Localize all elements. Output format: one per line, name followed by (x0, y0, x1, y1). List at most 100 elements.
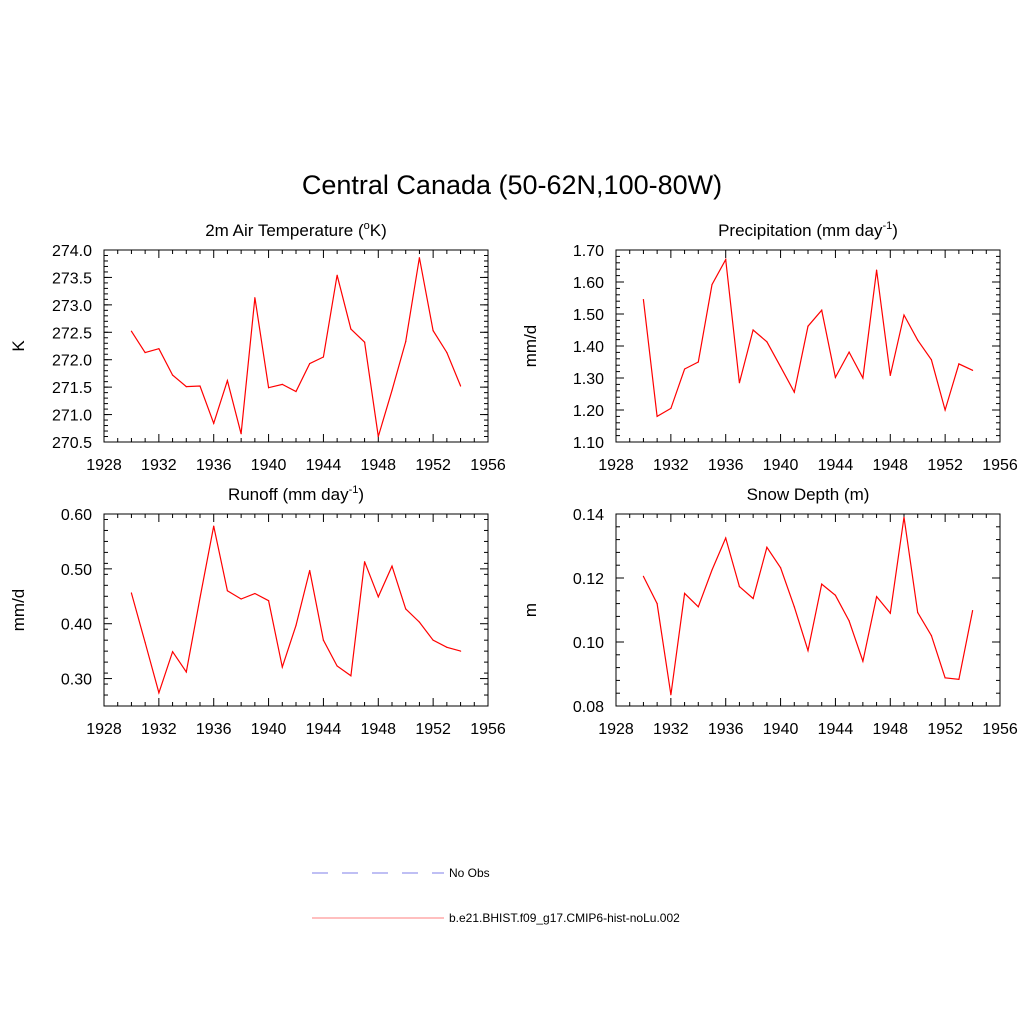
runoff-panel-title-sup: -1 (349, 484, 359, 496)
precipitation-data-point (697, 361, 699, 363)
snow-depth-data-point (930, 635, 933, 637)
snow-depth-data-point (875, 595, 878, 598)
snow-depth-panel-title: Snow Depth (m) (747, 485, 870, 504)
snow-depth-data-point (834, 594, 837, 596)
temperature-data-point (432, 330, 434, 332)
temperature-data-point (322, 356, 325, 358)
runoff-data-point (295, 624, 297, 626)
snow-depth-data-point (971, 610, 974, 612)
runoff-data-point (309, 569, 311, 572)
runoff-data-point (185, 671, 187, 673)
precipitation-ytick-label: 1.40 (573, 339, 604, 356)
runoff-xtick-label: 1948 (360, 721, 396, 738)
precipitation-xtick-label: 1948 (872, 457, 908, 474)
precipitation-data-point (807, 325, 809, 327)
snow-depth-data-point (725, 537, 727, 539)
precipitation-data-point (766, 341, 768, 343)
temperature-data-point (130, 330, 133, 332)
temperature-ytick-label: 274.0 (52, 243, 92, 260)
runoff-data-point (144, 641, 146, 643)
precipitation-ytick-label: 1.70 (573, 243, 604, 260)
snow-depth-data-point (903, 516, 905, 518)
snow-depth-data-point (862, 660, 864, 662)
temperature-xtick-label: 1952 (415, 457, 451, 474)
temperature-series-line (130, 257, 462, 437)
snow-depth-data-point (711, 569, 713, 571)
snow-depth-xtick-label: 1944 (818, 721, 854, 738)
snow-depth-data-point (642, 575, 645, 578)
runoff-ytick-label: 0.30 (61, 672, 92, 689)
temperature-data-point (459, 385, 462, 387)
temperature-data-point (267, 387, 270, 389)
snow-depth-data-point (958, 678, 960, 681)
temperature-ytick-label: 271.0 (52, 408, 92, 425)
precipitation-data-point (793, 391, 795, 393)
snow-depth-data-point (848, 620, 850, 622)
runoff-xtick-label: 1936 (196, 721, 232, 738)
precipitation-ylabel: mm/d (521, 325, 540, 368)
precipitation-panel-title: Precipitation (mm day-1) (718, 220, 898, 240)
runoff-data-point (336, 665, 338, 667)
temperature-data-point (336, 274, 338, 276)
snow-depth-data-point (889, 612, 891, 614)
snow-depth-data-point (917, 611, 919, 614)
runoff-data-point (377, 596, 379, 598)
precipitation-data-point (683, 368, 686, 370)
temperature-data-point (171, 374, 174, 376)
precipitation-panel-title-sup: -1 (882, 220, 892, 232)
temperature-data-point (144, 351, 146, 354)
temperature-data-point (446, 351, 448, 354)
precipitation-data-point (821, 309, 823, 311)
precipitation-data-point (958, 363, 960, 365)
precipitation-panel-title-text: Precipitation (mm day (718, 221, 883, 240)
precipitation-data-point (656, 415, 658, 417)
snow-depth-data-point (766, 546, 768, 548)
precipitation-xtick-label: 1932 (653, 457, 689, 474)
temperature-ytick-label: 273.0 (52, 298, 92, 315)
runoff-panel-title-end: ) (358, 485, 364, 504)
temperature-xtick-label: 1932 (141, 457, 177, 474)
temperature-panel-title-text: 2m Air Temperature ( (205, 221, 364, 240)
precipitation-data-point (752, 329, 754, 331)
snow-depth-data-point (683, 592, 686, 594)
temperature-xtick-label: 1940 (251, 457, 287, 474)
temperature-xtick-label: 1956 (470, 457, 506, 474)
precipitation-data-point (903, 314, 905, 316)
temperature-xtick-label: 1936 (196, 457, 232, 474)
snow-depth-ytick-label: 0.08 (573, 699, 604, 716)
runoff-data-point (350, 675, 352, 677)
precipitation-xtick-label: 1940 (763, 457, 799, 474)
runoff-data-point (267, 600, 270, 602)
precipitation-data-point (889, 374, 891, 377)
temperature-data-point (281, 383, 283, 385)
runoff-data-point (405, 608, 407, 610)
precipitation-plot-frame (615, 249, 1001, 443)
precipitation-ytick-label: 1.30 (573, 371, 604, 388)
precipitation-data-point (944, 409, 946, 411)
precipitation-data-point (848, 351, 850, 353)
snow-depth-xtick-label: 1928 (598, 721, 634, 738)
temperature-ytick-label: 272.0 (52, 353, 92, 370)
temperature-data-point (309, 362, 311, 365)
precipitation-data-point (779, 366, 782, 368)
temperature-ytick-label: 273.5 (52, 270, 92, 287)
precipitation-data-point (862, 377, 864, 379)
temperature-data-point (226, 379, 229, 382)
temperature-data-point (405, 341, 407, 343)
panel-snow-depth: 1928 1932 1936 1940 1944 1948 1952 1956 0.08 0.10… (521, 485, 1018, 738)
figure-title: Central Canada (50-62N,100-80W) (301, 170, 723, 200)
runoff-ytick-label: 0.40 (61, 617, 92, 634)
snow-depth-data-point (752, 597, 754, 600)
precipitation-panel-title-end: ) (892, 221, 898, 240)
runoff-panel-title: Runoff (mm day-1) (228, 484, 364, 504)
runoff-xtick-label: 1932 (141, 721, 177, 738)
temperature-data-point (158, 348, 160, 350)
runoff-data-point (240, 598, 242, 600)
precipitation-data-point (834, 376, 837, 378)
runoff-data-point (254, 592, 256, 595)
runoff-data-point (322, 639, 325, 641)
snow-depth-xtick-label: 1932 (653, 721, 689, 738)
precipitation-xtick-label: 1928 (598, 457, 634, 474)
snow-depth-ytick-label: 0.14 (573, 507, 604, 524)
